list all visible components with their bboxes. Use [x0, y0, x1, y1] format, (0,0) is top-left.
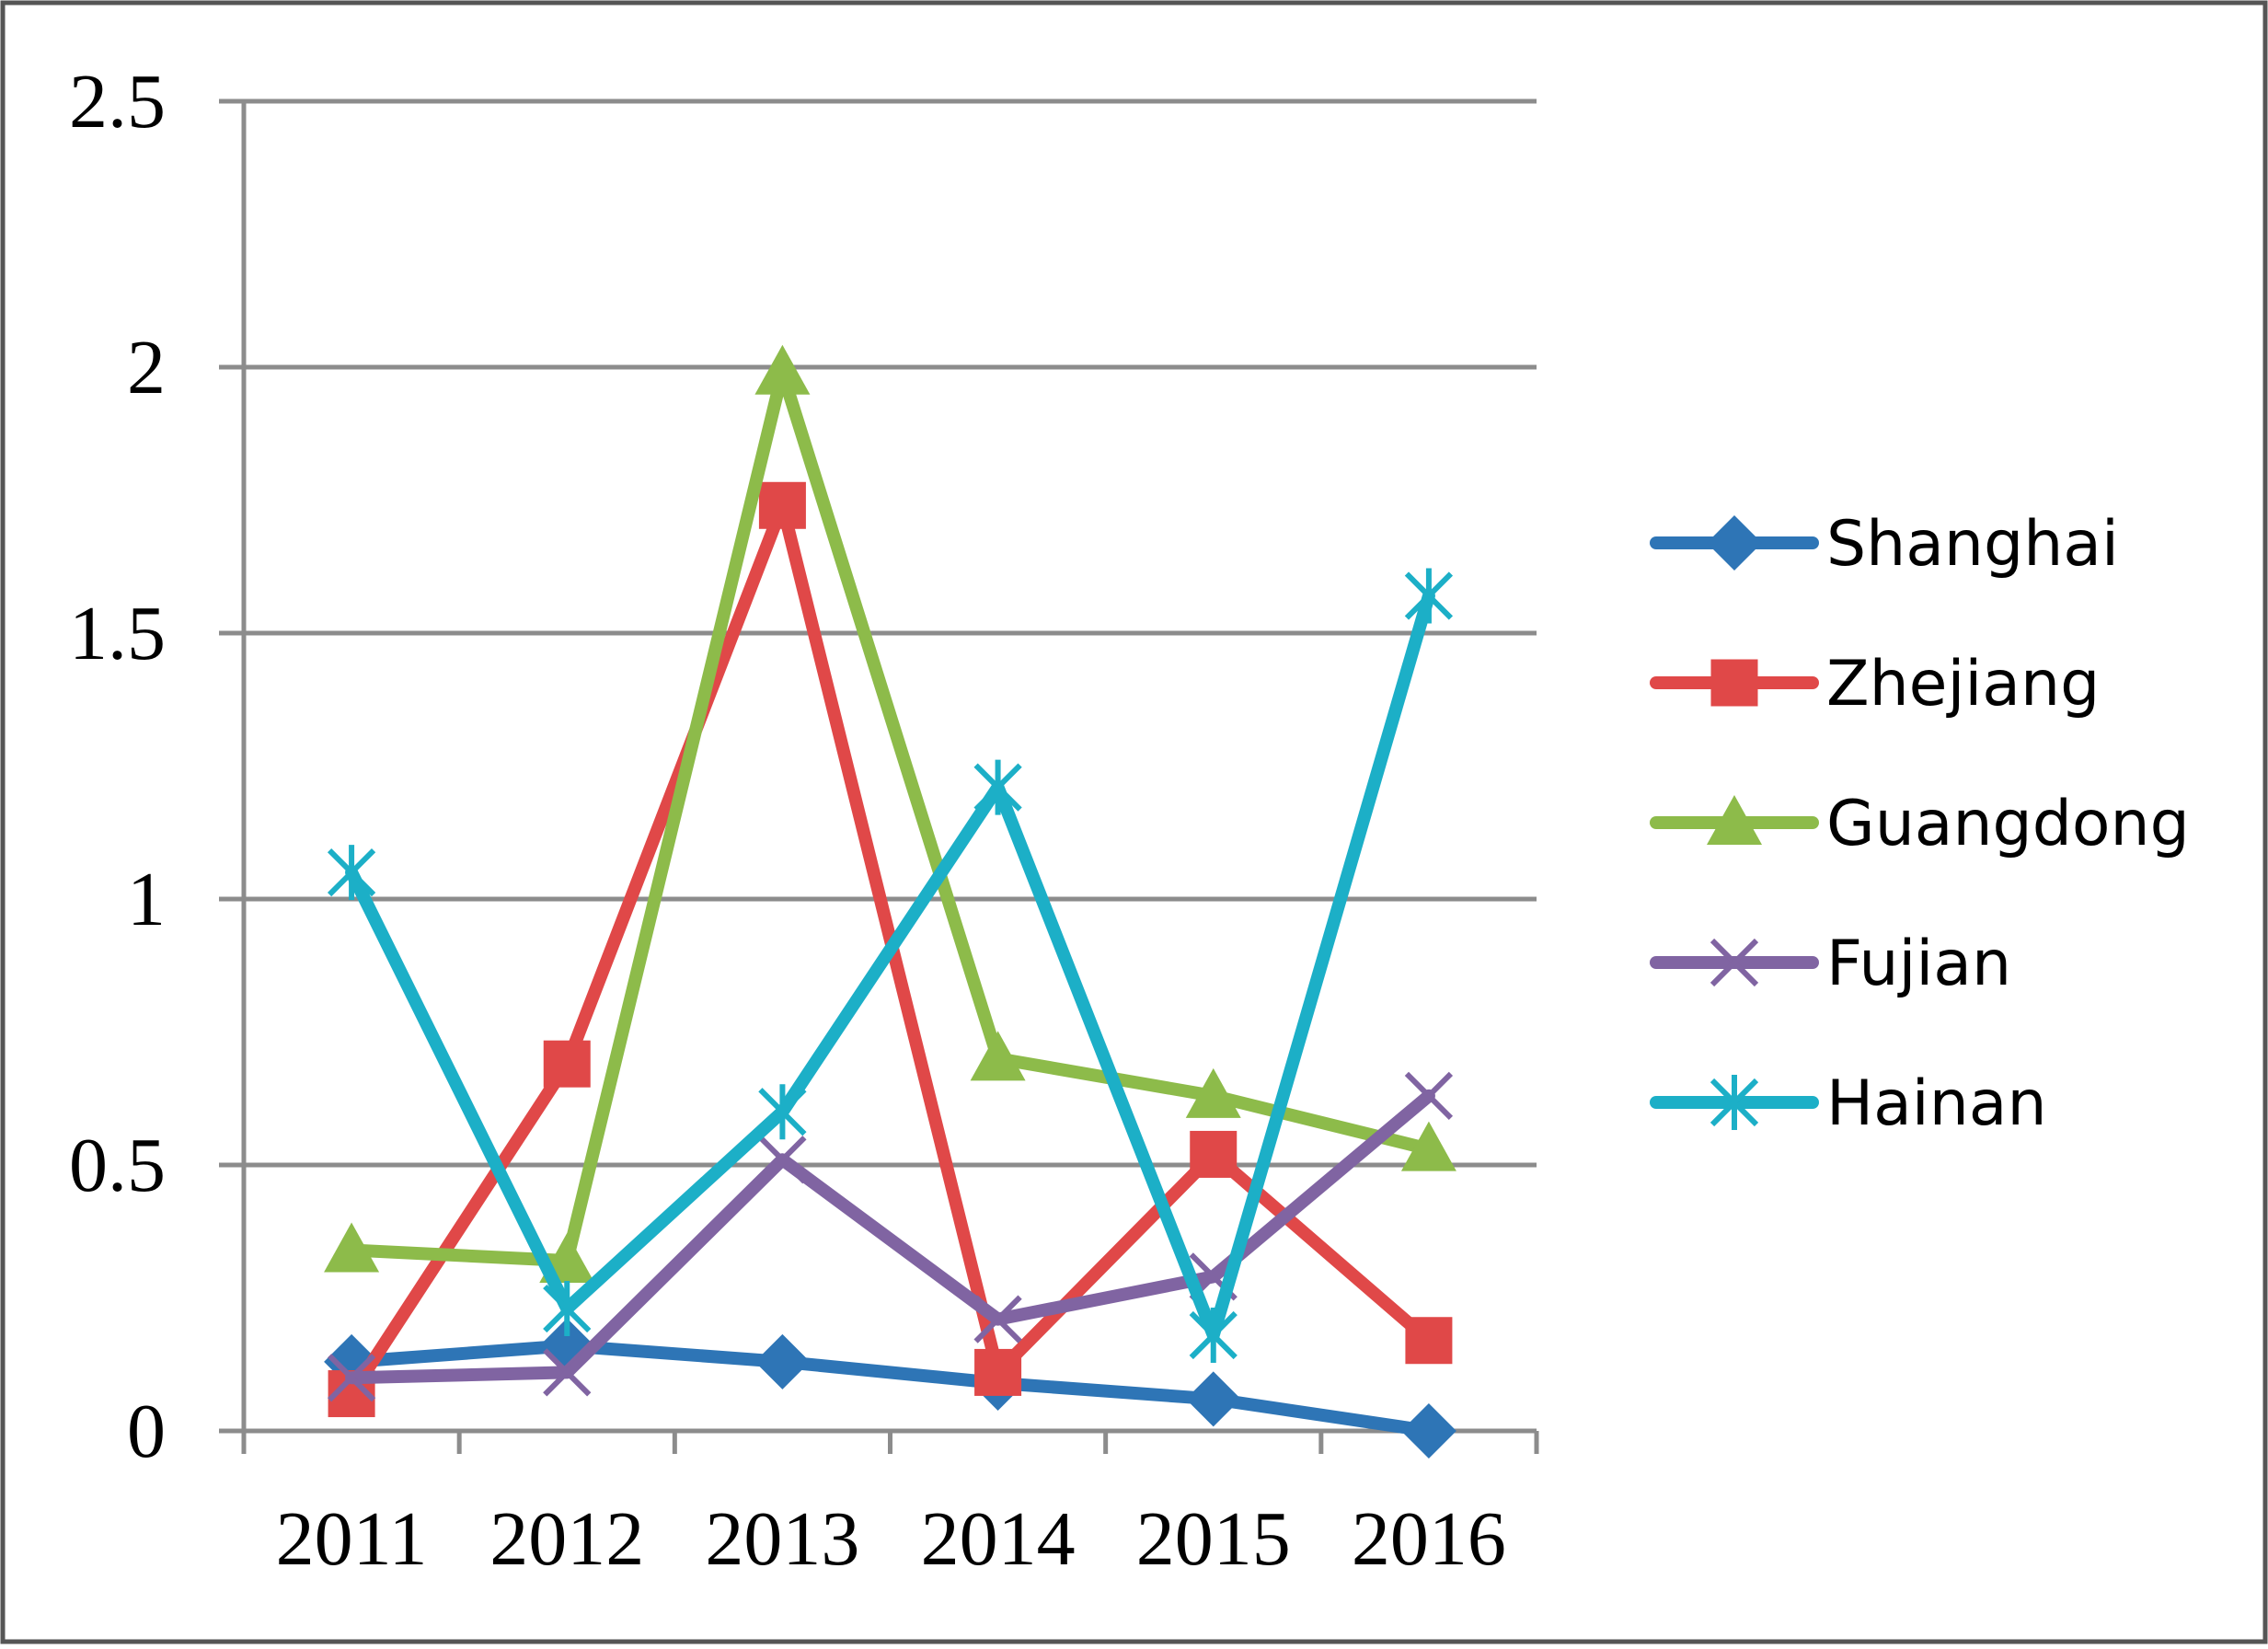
x-tick-label: 2015 [1136, 1496, 1291, 1582]
data-point-zhejiang [758, 481, 806, 529]
data-point-fujian [1404, 1071, 1454, 1120]
legend-item-zhejiang: Zhejiang [1650, 648, 2100, 721]
data-point-zhejiang [1190, 1130, 1238, 1178]
x-tick-label: 2011 [276, 1496, 428, 1582]
legend-label-zhejiang: Zhejiang [1826, 648, 2100, 721]
data-point-hainan [973, 759, 1022, 815]
x-tick-label: 2013 [705, 1496, 859, 1582]
y-tick-label: 0 [127, 1389, 166, 1474]
x-tick-label: 2016 [1352, 1496, 1506, 1582]
data-point-shanghai [754, 1333, 811, 1390]
legend-item-shanghai: Shanghai [1650, 508, 2119, 581]
legend-item-hainan: Hainan [1650, 1067, 2047, 1140]
legend-label-shanghai: Shanghai [1826, 508, 2119, 581]
data-point-zhejiang [1405, 1317, 1453, 1365]
data-point-zhejiang [543, 1040, 591, 1088]
x-tick-label: 2012 [489, 1496, 644, 1582]
data-point-hainan [543, 1281, 592, 1337]
series-line-hainan [345, 589, 1435, 1342]
legend-marker-zhejiang [1710, 659, 1758, 707]
series-layer [324, 344, 1456, 1459]
data-point-hainan [1404, 568, 1454, 624]
x-tick-label: 2014 [921, 1496, 1076, 1582]
legend-label-hainan: Hainan [1826, 1067, 2047, 1140]
axes: 0 0.5 1 1.5 2 2.5 2011 2012 2013 2014 2015 2016 [69, 59, 1539, 1582]
data-point-fujian [973, 1295, 1022, 1343]
legend-marker-hainan [1710, 1075, 1759, 1130]
legend-item-fujian: Fujian [1650, 928, 2011, 1000]
data-point-guangdong [1185, 1067, 1241, 1118]
legend-label-fujian: Fujian [1826, 928, 2011, 1000]
y-tick-label: 2 [127, 325, 166, 410]
data-point-shanghai [1185, 1371, 1241, 1427]
data-point-zhejiang [974, 1348, 1022, 1396]
series-line-fujian [345, 1089, 1435, 1385]
legend-marker-fujian [1710, 938, 1759, 987]
y-tick-label: 0.5 [69, 1123, 166, 1208]
series-line-guangdong [345, 365, 1435, 1268]
legend-item-guangdong: Guangdong [1650, 788, 2190, 860]
data-point-guangdong [1400, 1121, 1456, 1171]
series-hainan [327, 568, 1454, 1363]
data-point-guangdong [324, 1222, 380, 1273]
legend-label-guangdong: Guangdong [1826, 788, 2190, 860]
y-tick-label: 1.5 [69, 591, 166, 676]
data-point-hainan [1189, 1307, 1238, 1363]
legend: Shanghai Zhejiang Guangdong Fujian Hainan [1650, 508, 2190, 1140]
data-point-fujian [758, 1136, 807, 1184]
data-point-hainan [327, 845, 376, 901]
series-fujian [327, 1071, 1454, 1402]
data-point-fujian [543, 1348, 592, 1397]
y-tick-label: 2.5 [69, 59, 166, 144]
data-point-shanghai [1400, 1403, 1456, 1459]
series-guangdong [324, 344, 1456, 1284]
legend-marker-shanghai [1707, 515, 1762, 571]
data-point-fujian [327, 1354, 376, 1402]
legend-marker-guangdong [1707, 795, 1762, 845]
data-point-guangdong [970, 1031, 1026, 1081]
series-line-shanghai [345, 1339, 1435, 1437]
data-point-guangdong [754, 344, 811, 395]
data-point-hainan [758, 1084, 807, 1140]
y-tick-label: 1 [127, 857, 166, 942]
